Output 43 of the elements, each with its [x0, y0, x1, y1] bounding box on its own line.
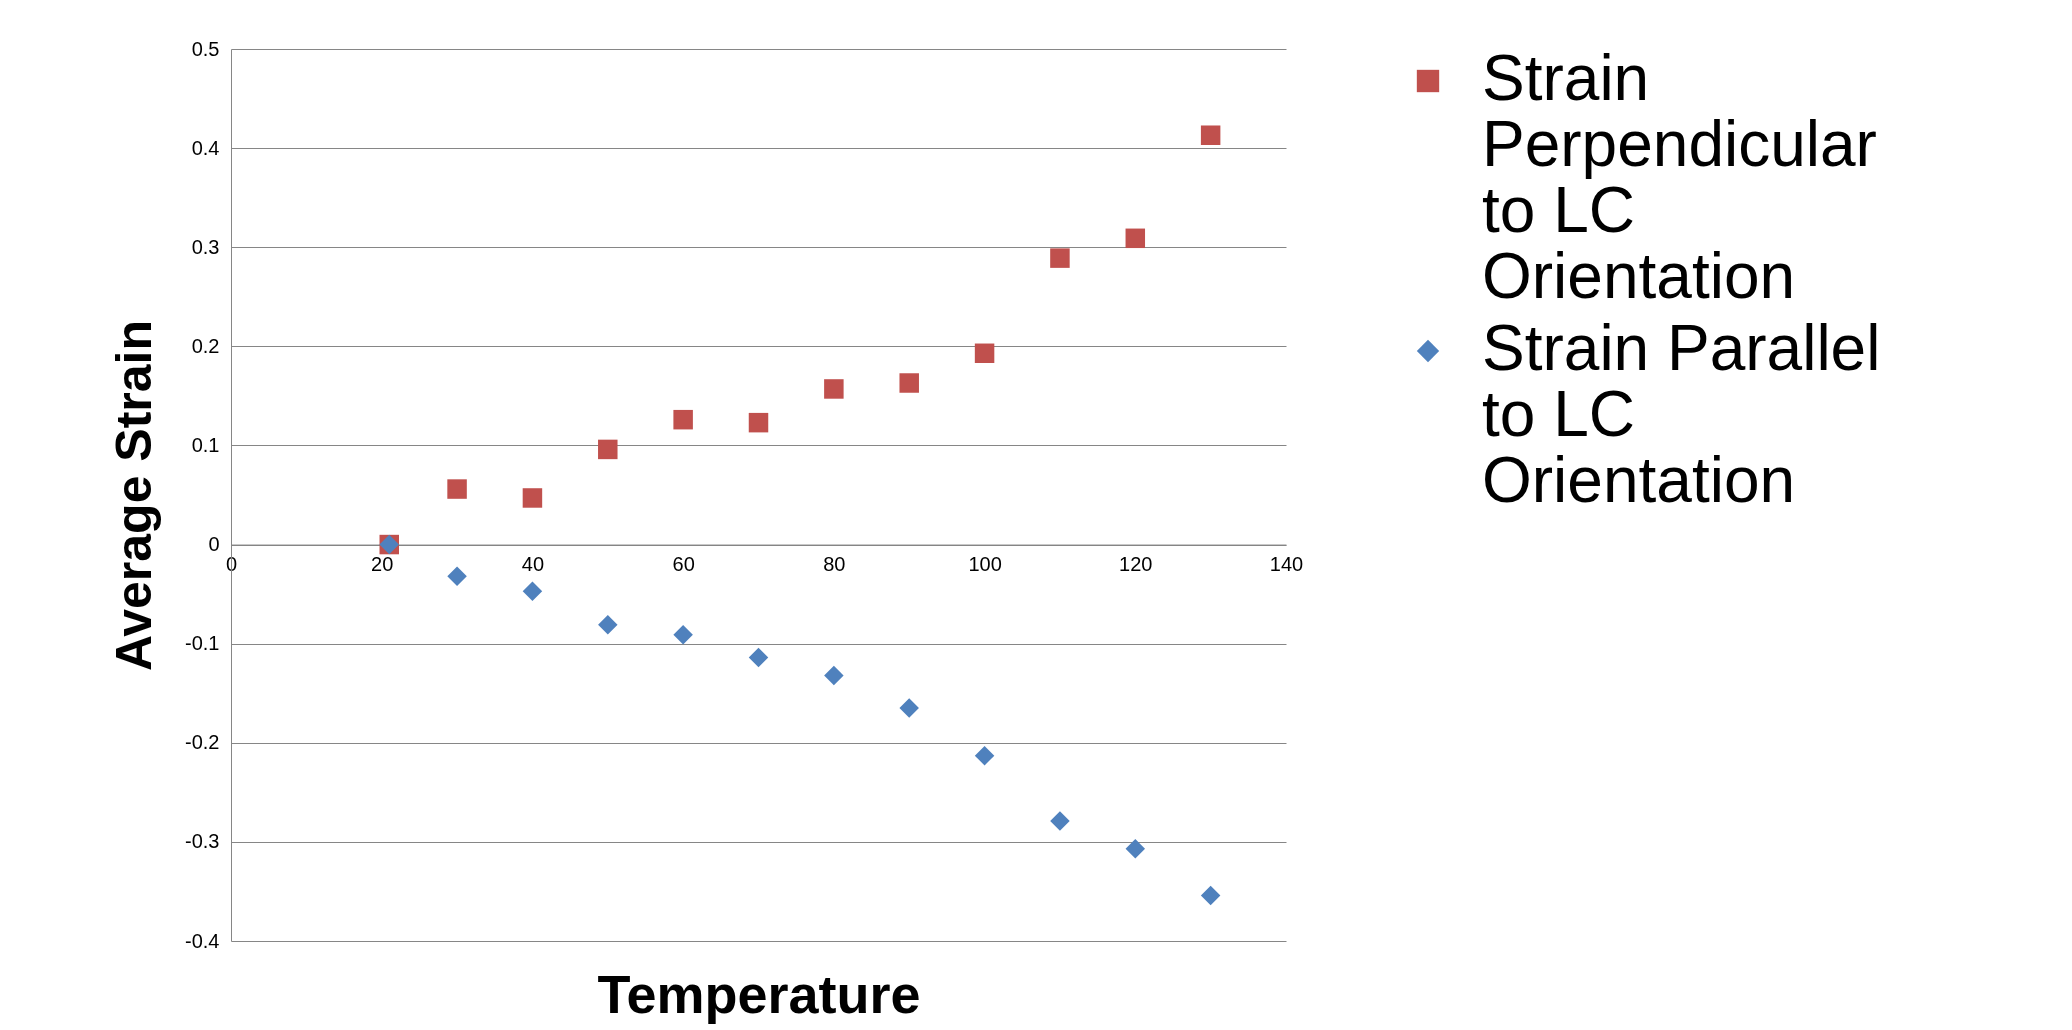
point: [1125, 839, 1146, 859]
point: [748, 647, 769, 668]
y-tick-label: -0.3: [185, 830, 220, 853]
y-tick-label: 0.1: [191, 433, 220, 456]
point: [1200, 885, 1221, 906]
point: [598, 615, 618, 635]
point: [447, 566, 467, 587]
y-tick-label: -0.4: [185, 929, 220, 952]
point: [673, 625, 693, 645]
point: [673, 409, 693, 430]
point: [824, 665, 844, 686]
x-tick-label: 80: [823, 553, 846, 576]
y-tick-label: 0.5: [191, 37, 220, 60]
point: [824, 379, 844, 399]
x-tick-label: 100: [968, 553, 1002, 576]
legend-label: Strain Parallel to LC Orientation: [1482, 312, 1881, 516]
x-tick-label: 120: [1119, 553, 1153, 576]
point: [1050, 811, 1070, 831]
y-tick-label: -0.1: [185, 632, 220, 655]
point: [748, 412, 769, 433]
y-tick-label: 0.2: [191, 334, 220, 357]
point: [522, 581, 543, 601]
x-axis-title: Temperature: [597, 964, 921, 1025]
point: [899, 698, 919, 718]
point: [447, 479, 467, 499]
point: [598, 439, 618, 460]
y-axis-title: Average Strain: [106, 319, 163, 672]
y-tick-label: 0.3: [191, 235, 220, 258]
x-tick-label: 40: [521, 553, 545, 576]
x-tick-label: 20: [371, 553, 394, 576]
point: [1125, 228, 1146, 249]
x-tick-label: 60: [672, 553, 695, 576]
y-tick-label: 0.4: [191, 136, 220, 159]
point: [1050, 248, 1070, 268]
point: [974, 745, 995, 766]
y-tick-label: 0: [208, 533, 220, 556]
y-tick-label: -0.2: [185, 731, 220, 754]
point: [974, 343, 995, 364]
legend-label: Strain Perpendicular to LC Orientation: [1482, 42, 1877, 312]
point: [899, 373, 919, 393]
point: [1200, 125, 1221, 145]
x-tick-label: 140: [1269, 553, 1304, 576]
point: [522, 488, 543, 508]
